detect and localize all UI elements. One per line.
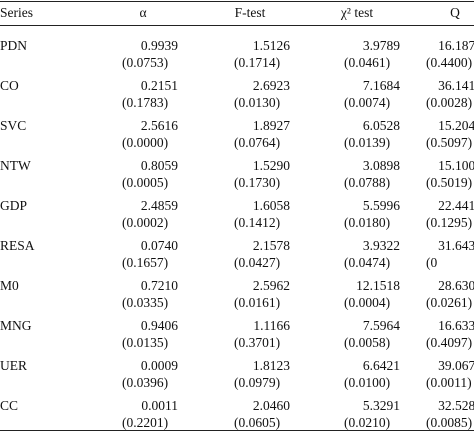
p-value: (0.2201): [122, 415, 169, 430]
header-cell: F-test: [234, 5, 266, 20]
series-name: GDP: [0, 198, 28, 213]
estimate: 0.0009: [140, 358, 178, 373]
p-value: (0.0605): [234, 415, 281, 430]
p-value: (0.0335): [122, 295, 169, 310]
p-value: (0.1295): [426, 215, 473, 230]
estimate: 12.1518: [356, 278, 400, 293]
estimate: 3.0898: [362, 158, 400, 173]
estimate: 1.5126: [252, 38, 290, 53]
bottom-rule: [0, 430, 474, 431]
estimate: 39.0673: [438, 358, 474, 373]
series-name: CC: [0, 398, 19, 413]
series-name: M0: [0, 278, 19, 293]
header-cell: α: [139, 5, 147, 20]
estimate: 22.4413: [438, 198, 474, 213]
series-name: MNG: [0, 318, 32, 333]
p-value: (0.1657): [122, 255, 169, 270]
estimate: 0.9939: [140, 38, 178, 53]
p-value: (0.0004): [344, 295, 391, 310]
p-value: (0.3701): [234, 335, 281, 350]
p-value: (0.0011): [426, 375, 472, 390]
estimate: 1.8123: [252, 358, 290, 373]
p-value: (0.0139): [344, 135, 391, 150]
p-value: (0.0135): [122, 335, 169, 350]
series-name: RESA: [0, 238, 35, 253]
p-value: (0.0788): [344, 175, 391, 190]
p-value: (0.0085): [426, 415, 473, 430]
p-value: (0.4097): [426, 335, 473, 350]
p-value: (0.1783): [122, 95, 169, 110]
p-value: (0.0261): [426, 295, 473, 310]
series-name: CO: [0, 78, 19, 93]
estimate: 15.2049: [438, 118, 474, 133]
p-value: (0.0210): [344, 415, 391, 430]
estimate: 36.1416: [438, 78, 474, 93]
p-value: (0.0100): [344, 375, 391, 390]
estimate: 6.0528: [362, 118, 400, 133]
estimate: 15.1002: [438, 158, 474, 173]
p-value: (0.0002): [122, 215, 169, 230]
p-value: (0.0005): [122, 175, 169, 190]
estimate: 2.6923: [252, 78, 290, 93]
estimate: 0.2151: [140, 78, 178, 93]
estimate: 16.6337: [438, 318, 474, 333]
p-value: (0.1730): [234, 175, 281, 190]
p-value: (0.0753): [122, 55, 169, 70]
p-value: (0.0028): [426, 95, 473, 110]
series-name: PDN: [0, 38, 28, 53]
estimate: 5.3291: [362, 398, 400, 413]
p-value: (0.4400): [426, 55, 473, 70]
p-value: (0.0764): [234, 135, 281, 150]
p-value: (0.0058): [344, 335, 391, 350]
p-value: (0.0427): [234, 255, 281, 270]
top-rule: [0, 1, 474, 2]
estimate: 7.1684: [362, 78, 400, 93]
p-value: (0.1412): [234, 215, 281, 230]
p-value: (0.5019): [426, 175, 473, 190]
header-cell: Series: [0, 5, 33, 20]
series-name: NTW: [0, 158, 31, 173]
estimate: 31.6439: [438, 238, 474, 253]
header-cell: χ² test: [340, 5, 374, 20]
p-value: (0.0130): [234, 95, 281, 110]
estimate: 2.0460: [252, 398, 290, 413]
p-value: (0.1714): [234, 55, 281, 70]
p-value: (0: [426, 255, 438, 270]
series-name: UER: [0, 358, 27, 373]
estimate: 2.5962: [252, 278, 290, 293]
p-value: (0.0461): [344, 55, 391, 70]
estimate: 0.8059: [140, 158, 178, 173]
p-value: (0.0161): [234, 295, 281, 310]
p-value: (0.0074): [344, 95, 391, 110]
estimate: 5.5996: [362, 198, 400, 213]
estimate: 7.5964: [362, 318, 400, 333]
estimate: 32.5282: [438, 398, 474, 413]
estimate: 1.8927: [252, 118, 290, 133]
estimate: 1.5290: [252, 158, 290, 173]
p-value: (0.0474): [344, 255, 391, 270]
estimate: 0.7210: [140, 278, 178, 293]
estimate: 0.0011: [141, 398, 178, 413]
p-value: (0.0979): [234, 375, 281, 390]
estimate: 0.9406: [140, 318, 178, 333]
series-name: SVC: [0, 118, 27, 133]
estimate: 3.9322: [362, 238, 400, 253]
estimate: 6.6421: [362, 358, 400, 373]
p-value: (0.0396): [122, 375, 169, 390]
estimate: 2.4859: [140, 198, 178, 213]
p-value: (0.0180): [344, 215, 391, 230]
estimate: 1.1166: [253, 318, 290, 333]
estimate: 0.0740: [140, 238, 178, 253]
header-cell: Q: [450, 5, 460, 20]
estimate: 3.9789: [362, 38, 400, 53]
estimate: 1.6058: [252, 198, 290, 213]
p-value: (0.0000): [122, 135, 169, 150]
header-rule: [0, 25, 474, 26]
estimate: 2.1578: [252, 238, 290, 253]
estimate: 2.5616: [140, 118, 178, 133]
estimate: 16.1872: [438, 38, 474, 53]
estimate: 28.6301: [438, 278, 474, 293]
p-value: (0.5097): [426, 135, 473, 150]
